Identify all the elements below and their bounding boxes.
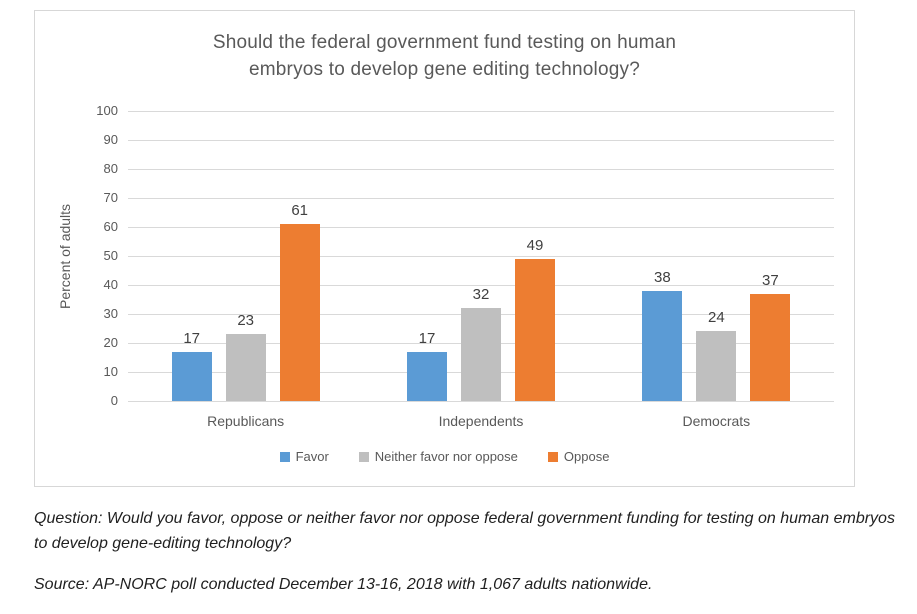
y-tick-label: 40 [103, 277, 118, 292]
chart-title: Should the federal government fund testi… [35, 29, 854, 83]
y-tick-label: 80 [103, 161, 118, 176]
gridline [128, 256, 834, 257]
bar-republicans-favor [171, 351, 212, 401]
legend-swatch-icon [358, 451, 369, 462]
bar-democrats-favor [642, 290, 683, 401]
bar-independents-neither-favor-nor-oppose [461, 308, 501, 401]
legend-label: Favor [295, 449, 329, 464]
x-axis-label-republicans: Republicans [207, 413, 285, 429]
gridline [128, 227, 834, 228]
legend-swatch-icon [547, 451, 558, 462]
gridline [128, 198, 834, 199]
legend-item-oppose: Oppose [547, 449, 610, 464]
legend-item-neither-favor-nor-oppose: Neither favor nor oppose [358, 449, 518, 464]
y-tick-label: 30 [103, 306, 118, 321]
legend-label: Oppose [563, 449, 610, 464]
gridline [128, 111, 834, 112]
legend-item-favor: Favor [279, 449, 329, 464]
bar-republicans-neither-favor-nor-oppose [225, 334, 266, 401]
bar-value-label: 61 [291, 202, 308, 220]
bar-value-label: 32 [472, 286, 490, 304]
y-tick-label: 10 [103, 364, 118, 379]
y-tick-label: 60 [103, 219, 118, 234]
gridline [128, 285, 834, 286]
chart-container: Should the federal government fund testi… [34, 10, 855, 487]
gridline [128, 169, 834, 170]
bar-democrats-neither-favor-nor-oppose [696, 331, 737, 401]
y-tick-label: 100 [96, 103, 118, 118]
y-axis-title: Percent of adults [57, 203, 73, 309]
bar-value-label: 49 [526, 236, 544, 254]
y-tick-label: 20 [103, 335, 118, 350]
y-tick-label: 90 [103, 132, 118, 147]
x-axis-label-independents: Independents [438, 413, 524, 429]
bar-independents-oppose [515, 258, 555, 401]
bar-republicans-oppose [279, 224, 320, 401]
gridline [128, 140, 834, 141]
legend-label: Neither favor nor oppose [374, 449, 518, 464]
bar-value-label: 23 [237, 312, 254, 330]
chart-title-line2: embryos to develop gene editing technolo… [249, 59, 640, 80]
bar-democrats-oppose [750, 293, 791, 401]
plot-area: 17 23 61 17 32 49 38 24 37 [128, 111, 834, 402]
x-axis-label-democrats: Democrats [682, 413, 751, 429]
bar-value-label: 37 [761, 271, 779, 289]
bar-value-label: 17 [183, 329, 200, 347]
legend-swatch-icon [279, 451, 290, 462]
chart-title-line1: Should the federal government fund testi… [212, 32, 677, 53]
bar-value-label: 38 [653, 268, 671, 286]
y-tick-label: 50 [103, 248, 118, 263]
bar-value-label: 17 [418, 329, 436, 347]
gridline [128, 401, 834, 402]
bar-value-label: 24 [707, 309, 725, 327]
y-tick-label: 0 [110, 393, 118, 408]
legend: Favor Neither favor nor oppose Oppose [35, 449, 854, 464]
question-note: Question: Would you favor, oppose or nei… [34, 510, 895, 552]
source-note: Source: AP-NORC poll conducted December … [34, 576, 653, 593]
bar-independents-favor [407, 351, 447, 401]
y-tick-label: 70 [103, 190, 118, 205]
